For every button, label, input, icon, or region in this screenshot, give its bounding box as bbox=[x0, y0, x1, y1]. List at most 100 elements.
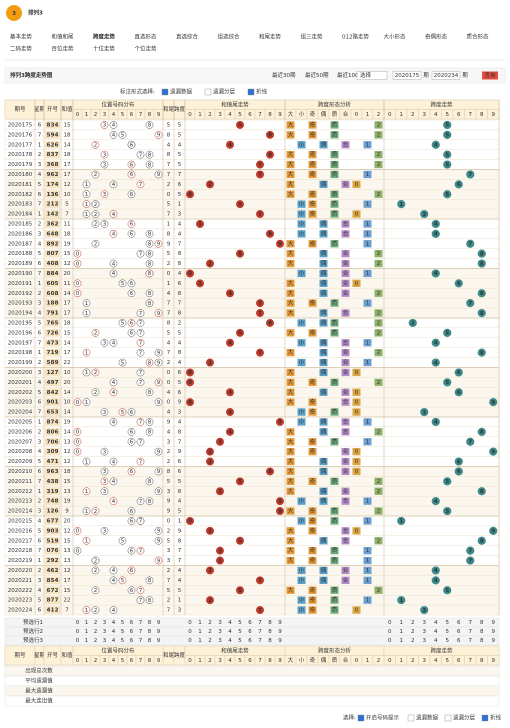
digit-ball-text: 2 bbox=[94, 509, 98, 515]
span-ball bbox=[489, 447, 498, 456]
query-button[interactable] bbox=[482, 71, 498, 80]
checkbox[interactable] bbox=[247, 88, 255, 96]
tail-ball bbox=[236, 586, 244, 595]
span: 8 bbox=[178, 429, 182, 435]
shape-cell-text: 2 bbox=[377, 320, 381, 326]
shape-cell-text: 大 bbox=[288, 437, 294, 445]
nav-link[interactable]: 直选形态 bbox=[135, 33, 158, 41]
shape-cell bbox=[286, 170, 295, 179]
shape-cell-text: 1 bbox=[366, 499, 370, 505]
tail: 2 bbox=[167, 459, 171, 465]
tail: 1 bbox=[167, 281, 171, 287]
digit-header: 0 bbox=[388, 658, 392, 664]
checkbox[interactable] bbox=[444, 714, 452, 722]
checkbox[interactable] bbox=[357, 714, 365, 722]
shape-cell-text: 质 bbox=[332, 586, 338, 594]
tail-ball bbox=[256, 299, 264, 308]
shape-header: 质 bbox=[332, 656, 338, 664]
digit-ball bbox=[127, 329, 136, 337]
span: 4 bbox=[178, 578, 182, 584]
open-digit: 5 bbox=[51, 410, 55, 416]
shape-cell-text: 合 bbox=[343, 497, 349, 505]
open-digit: 0 bbox=[51, 251, 55, 257]
open-digit: 2 bbox=[55, 221, 59, 227]
digit-ball bbox=[82, 299, 91, 307]
nav-link[interactable]: 和尾走势 bbox=[259, 33, 282, 41]
digit-ball-text: 5 bbox=[121, 360, 125, 366]
checkbox[interactable] bbox=[161, 88, 169, 96]
nav-link[interactable]: 二码走势 bbox=[10, 45, 33, 53]
sum: 5 bbox=[65, 202, 69, 208]
nav-link[interactable]: 十位走势 bbox=[93, 45, 116, 53]
preselect-digit: 3 bbox=[423, 638, 427, 644]
open-digit: 8 bbox=[55, 499, 59, 505]
nav-link[interactable]: 质合形态 bbox=[467, 33, 490, 41]
span: 5 bbox=[178, 588, 182, 594]
shape-cell-text: 合 bbox=[343, 338, 349, 346]
checkbox[interactable] bbox=[204, 88, 212, 96]
period-link[interactable]: 最近30期 bbox=[272, 71, 296, 79]
period-link[interactable]: 最近50期 bbox=[305, 71, 329, 79]
tail-ball bbox=[226, 140, 234, 149]
open-digit: 1 bbox=[55, 459, 59, 465]
from-input[interactable] bbox=[392, 71, 422, 80]
shape-cell-text: 偶 bbox=[321, 497, 327, 505]
sum: 19 bbox=[64, 419, 71, 425]
row-bg bbox=[4, 387, 500, 398]
digit-header: 0 bbox=[188, 658, 192, 664]
tail-ball bbox=[236, 200, 244, 209]
tail-ball bbox=[206, 447, 214, 456]
shape-cell-text: 奇 bbox=[310, 299, 316, 307]
week: 4 bbox=[38, 311, 42, 317]
digit-header: 9 bbox=[492, 658, 496, 664]
nav-link[interactable]: 组选综合 bbox=[218, 33, 241, 41]
nav-link[interactable]: 跨度走势 bbox=[93, 33, 116, 41]
nav-link[interactable]: 大小形态 bbox=[384, 33, 407, 41]
shape-cell-text: 2 bbox=[377, 192, 381, 198]
week: 7 bbox=[38, 202, 42, 208]
shape-cell-text: 0 bbox=[355, 370, 359, 376]
open-digit: 2 bbox=[55, 608, 59, 614]
tail-ball-text: 4 bbox=[228, 410, 232, 416]
digit-ball-text: 2 bbox=[94, 241, 98, 247]
checkbox[interactable] bbox=[407, 714, 415, 722]
checkbox[interactable] bbox=[481, 714, 489, 722]
nav-link[interactable]: 和值和尾 bbox=[52, 33, 75, 41]
shape-cell bbox=[341, 497, 350, 505]
tail: 4 bbox=[167, 340, 171, 346]
nav-link[interactable]: 百位走势 bbox=[52, 45, 75, 53]
nav-link[interactable]: 基本走势 bbox=[10, 33, 33, 41]
nav-link[interactable]: 012路走势 bbox=[342, 33, 369, 41]
select-box[interactable] bbox=[356, 71, 388, 80]
shape-cell-text: 1 bbox=[366, 518, 370, 524]
shape-header: 2 bbox=[377, 112, 381, 118]
preselect-digit: 6 bbox=[457, 638, 461, 644]
shape-cell-text: 奇 bbox=[310, 150, 316, 158]
nav-link[interactable]: 奇偶形态 bbox=[425, 33, 448, 41]
span-ball-text: 8 bbox=[480, 291, 484, 297]
nav-link[interactable]: 组三走势 bbox=[301, 33, 324, 41]
open-digit: 6 bbox=[47, 281, 51, 287]
digit-ball bbox=[100, 160, 109, 169]
tail-ball-text: 4 bbox=[228, 340, 232, 346]
shape-cell-text: 1 bbox=[366, 568, 370, 574]
open-digit: 7 bbox=[47, 330, 51, 336]
to-input[interactable] bbox=[431, 71, 461, 80]
shape-cell-text: 大 bbox=[288, 368, 294, 376]
open-digit: 0 bbox=[51, 449, 55, 455]
shape-cell-text: 小 bbox=[299, 200, 305, 208]
tail-ball bbox=[226, 408, 234, 417]
week: 6 bbox=[38, 122, 42, 128]
shape-cell-text: 合 bbox=[343, 388, 349, 396]
shape-cell bbox=[308, 121, 317, 129]
open-cell bbox=[45, 418, 60, 426]
period-link[interactable]: 最近100期 bbox=[337, 71, 364, 79]
row-bg bbox=[4, 317, 500, 329]
digit-header: 5 bbox=[121, 112, 125, 118]
tail-ball-text: 0 bbox=[188, 271, 192, 277]
sum: 18 bbox=[64, 469, 71, 475]
digit-ball-text: 0 bbox=[76, 449, 80, 455]
shape-cell bbox=[341, 309, 350, 317]
nav-link[interactable]: 个位走势 bbox=[135, 45, 158, 53]
nav-link[interactable]: 直选综合 bbox=[176, 33, 199, 41]
